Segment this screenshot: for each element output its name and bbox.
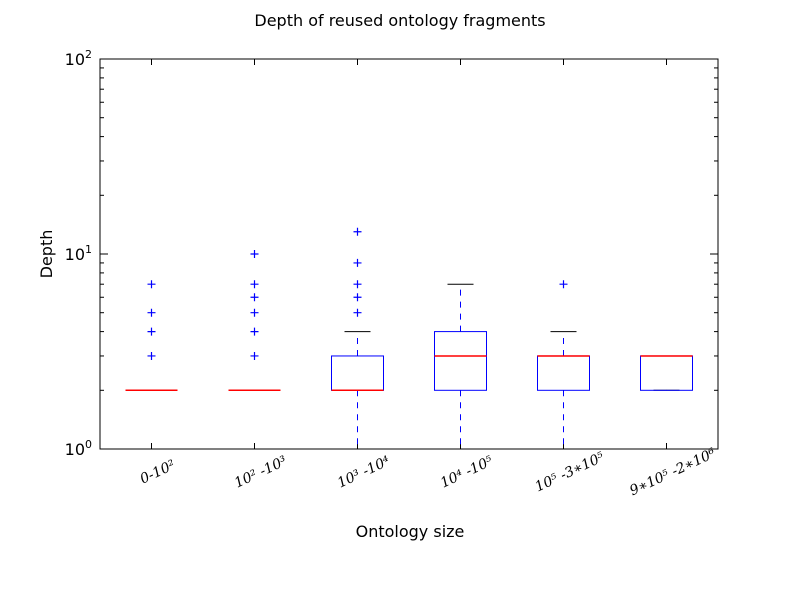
flier-point bbox=[147, 351, 156, 360]
x-tick-label: 9∗10⁵ -2∗10⁶ bbox=[627, 445, 718, 499]
box bbox=[640, 355, 693, 391]
flier-point bbox=[147, 280, 156, 289]
box bbox=[331, 355, 384, 391]
flier-point bbox=[250, 293, 259, 302]
box bbox=[434, 331, 487, 391]
y-tick-label: 102 bbox=[65, 48, 92, 69]
flier-point bbox=[353, 258, 362, 267]
flier-point bbox=[147, 308, 156, 317]
flier-point bbox=[250, 351, 259, 360]
x-tick-label: 10⁵ -3∗10⁵ bbox=[533, 449, 608, 495]
box bbox=[537, 355, 590, 391]
flier-point bbox=[353, 308, 362, 317]
chart-title: Depth of reused ontology fragments bbox=[254, 11, 545, 30]
x-tick-label: 0-10² bbox=[138, 457, 179, 487]
y-tick-label: 100 bbox=[65, 438, 92, 459]
x-tick-label: 10⁴ -10⁵ bbox=[438, 453, 496, 491]
y-axis-label: Depth bbox=[37, 230, 56, 279]
flier-point bbox=[250, 308, 259, 317]
x-tick-label: 10² -10³ bbox=[232, 453, 290, 491]
plot-frame bbox=[99, 58, 719, 450]
flier-point bbox=[250, 250, 259, 258]
flier-point bbox=[250, 280, 259, 289]
flier-point bbox=[147, 327, 156, 336]
y-tick-label: 101 bbox=[65, 243, 92, 264]
x-axis-label: Ontology size bbox=[356, 522, 465, 541]
flier-point bbox=[353, 280, 362, 289]
flier-point bbox=[250, 327, 259, 336]
x-tick-label: 10³ -10⁴ bbox=[335, 453, 393, 491]
flier-point bbox=[353, 293, 362, 302]
flier-point bbox=[559, 280, 568, 289]
flier-point bbox=[353, 227, 362, 236]
